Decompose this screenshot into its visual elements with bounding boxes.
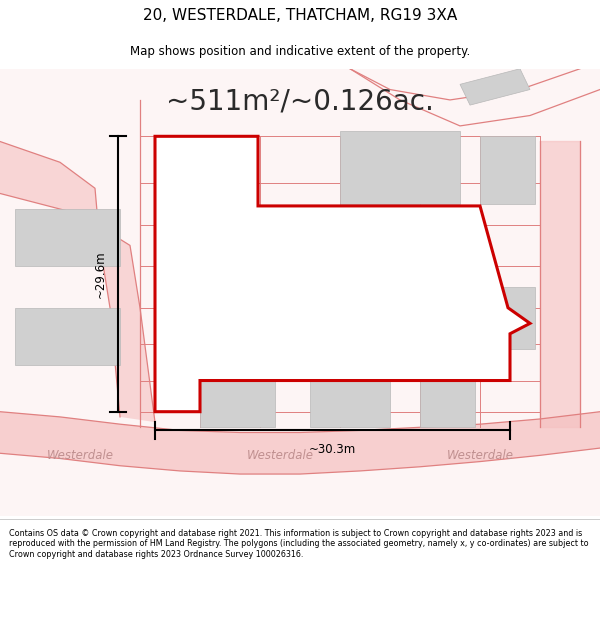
Polygon shape xyxy=(480,136,535,204)
Polygon shape xyxy=(200,381,275,428)
Polygon shape xyxy=(15,308,120,365)
Polygon shape xyxy=(460,69,530,105)
Polygon shape xyxy=(340,131,460,204)
Polygon shape xyxy=(0,141,155,422)
Text: 20: 20 xyxy=(290,283,329,312)
Text: Westerdale: Westerdale xyxy=(446,449,514,462)
Text: Westerdale: Westerdale xyxy=(247,449,314,462)
Text: ~29.6m: ~29.6m xyxy=(94,250,107,298)
Polygon shape xyxy=(310,381,390,428)
Text: Westerdale: Westerdale xyxy=(47,449,113,462)
Text: ~511m²/~0.126ac.: ~511m²/~0.126ac. xyxy=(166,88,434,116)
Text: ~30.3m: ~30.3m xyxy=(309,442,356,456)
Polygon shape xyxy=(420,381,475,428)
Polygon shape xyxy=(480,287,535,349)
Text: 20, WESTERDALE, THATCHAM, RG19 3XA: 20, WESTERDALE, THATCHAM, RG19 3XA xyxy=(143,8,457,22)
Text: Map shows position and indicative extent of the property.: Map shows position and indicative extent… xyxy=(130,45,470,58)
Text: Contains OS data © Crown copyright and database right 2021. This information is : Contains OS data © Crown copyright and d… xyxy=(9,529,589,559)
Bar xyxy=(540,141,580,428)
Polygon shape xyxy=(15,209,120,266)
Polygon shape xyxy=(0,412,600,474)
Polygon shape xyxy=(155,136,530,412)
